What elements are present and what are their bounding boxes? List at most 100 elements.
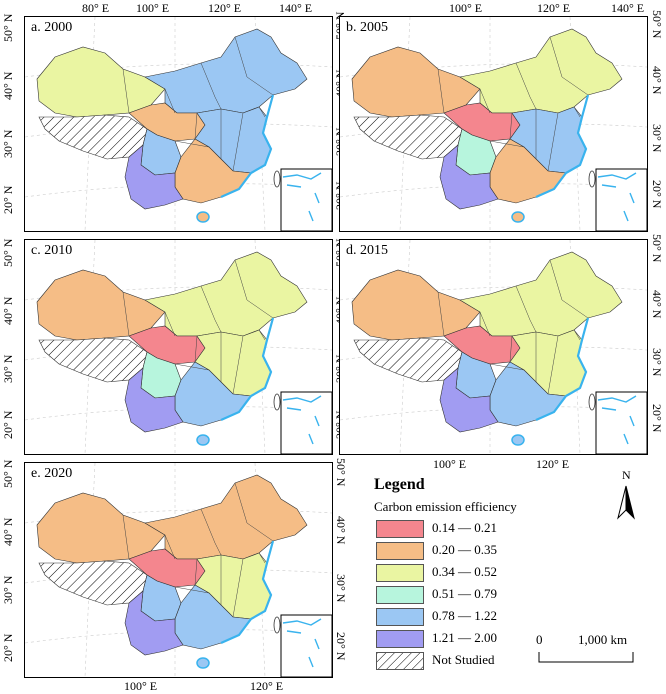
region-tibet [38,337,148,383]
island-hainan [511,211,525,223]
province-border [479,88,491,114]
left-tick-40n-e: 40° N [1,517,15,546]
mid-tick-30n-e: 30° N [334,574,348,603]
province-border [232,335,244,395]
hatch-swatch [376,652,424,670]
right-tick-20n-b: 20° N [650,180,664,209]
province-border [573,106,581,118]
island-hainan [196,657,210,669]
region-north [459,28,623,114]
island-taiwan [588,170,596,188]
region-northwest [36,492,166,564]
north-label: N [622,468,631,482]
legend-swatch-5 [376,608,424,626]
legend-swatch-4 [376,586,424,604]
region-north [144,474,308,560]
province-border [515,62,537,110]
left-tick-30n-c: 30° N [1,354,15,383]
scale-km: 1,000 km [578,632,628,647]
inset-coastline [597,395,637,445]
province-border [573,329,581,341]
province-border [232,558,244,618]
province-border [234,259,274,319]
province-border [547,335,559,395]
legend-label-4: 0.51 — 0.79 [432,586,497,601]
graticule-line [25,509,332,524]
region-northwest [36,269,166,341]
province-border [509,112,513,140]
south-china-sea-inset [280,168,332,231]
region-tibet [38,560,148,606]
coastline [220,317,275,422]
panel-label-b: b. 2005 [346,20,388,35]
left-tick-20n-e: 20° N [1,633,15,662]
region-northwest [351,269,481,341]
left-tick-40n-c: 40° N [1,296,15,325]
region-north [459,251,623,337]
legend-label-not-studied: Not Studied [432,652,495,667]
island-taiwan [273,616,281,634]
region-north [144,28,308,114]
south-china-sea-inset [280,391,332,454]
province-border [194,335,198,363]
right-tick-20n-d: 20° N [650,404,664,433]
province-border [489,363,525,371]
mid-bottom-tick-120e: 120° E [536,457,570,471]
coastline [535,317,590,422]
left-tick-30n-e: 30° N [1,575,15,604]
right-tick-50n-d: 50° N [650,234,664,263]
region-tibet [353,337,463,383]
legend-swatch-1 [376,520,424,538]
mid-tick-50n-e: 50° N [334,458,348,487]
inset-coastline [597,172,637,222]
island-taiwan [273,170,281,188]
inset-coastline [282,172,322,222]
province-border [479,311,491,337]
top-tick-right-120e: 120° E [537,1,571,15]
graticule-line [25,63,332,78]
right-tick-40n-d: 40° N [650,290,664,319]
graticule-line [25,286,332,301]
china-map-a [25,17,332,231]
province-border [200,62,222,110]
province-border [194,558,198,586]
province-border [234,482,274,542]
top-tick-140e: 140° E [279,1,313,15]
legend-label-3: 0.34 — 0.52 [432,564,497,579]
left-tick-40n-a: 40° N [1,71,15,100]
south-china-sea-inset [280,614,332,677]
legend-label-1: 0.14 — 0.21 [432,520,497,535]
graticule-line [340,286,647,301]
china-map-c [25,240,332,454]
map-panel-c: c. 2010 [24,239,333,455]
legend-swatch-3 [376,564,424,582]
map-panel-a: a. 2000 [24,16,333,232]
mid-tick-20n-e: 20° N [334,632,348,661]
region-tibet [38,114,148,160]
map-panel-b: b. 2005 [339,16,648,232]
province-border [437,291,445,337]
region-northwest [36,46,166,118]
china-map-b [340,17,647,231]
top-tick-80e: 80° E [82,1,110,15]
region-southwest [439,144,499,210]
panel-label-d: d. 2015 [346,243,388,258]
province-border [515,285,537,333]
mid-bottom-tick-100e: 100° E [433,457,467,471]
province-border [164,311,176,337]
legend-subtitle: Carbon emission efficiency [374,499,517,514]
inset-coastline [282,395,322,445]
mid-tick-40n-e: 40° N [334,516,348,545]
coastline [220,94,275,199]
map-panel-e: e. 2020 [24,462,333,678]
south-china-sea-inset [595,168,647,231]
left-tick-50n-e: 50° N [1,459,15,488]
inset-coastline [282,618,322,668]
province-border [122,291,130,337]
top-tick-right-140e: 140° E [611,1,645,15]
province-border [489,140,525,148]
province-border [258,106,266,118]
right-tick-30n-b: 30° N [650,124,664,153]
bottom-tick-120e: 120° E [250,679,284,693]
legend-swatch-6 [376,630,424,648]
